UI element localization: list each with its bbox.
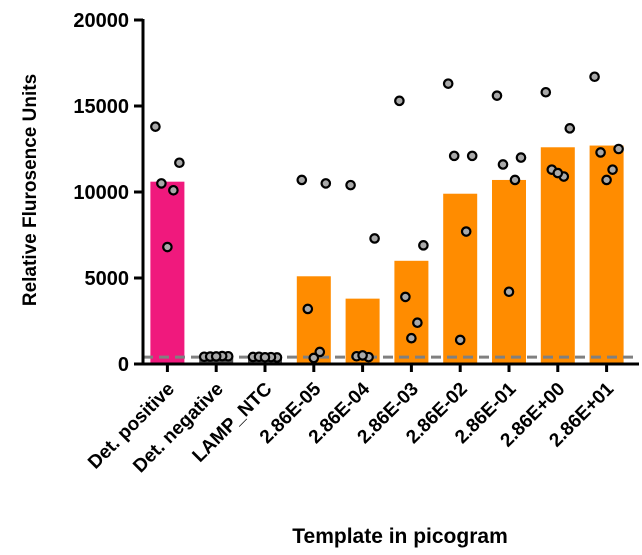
data-point-0-4 [162,241,173,253]
bar-8 [540,147,575,364]
data-point-7-1 [515,152,527,163]
data-point-9-2 [595,147,606,158]
data-point-7-2 [497,159,509,170]
data-point-8-1 [564,123,576,134]
data-point-5-2 [400,291,411,303]
bars-group [150,145,624,364]
data-point-6-4 [454,334,466,346]
data-point-0-1 [174,157,185,169]
data-point-3-4 [308,352,320,364]
data-point-3-1 [320,178,332,189]
data-point-6-2 [448,150,460,162]
data-point-4-4 [357,350,368,361]
points-group [150,71,624,364]
data-point-7-0 [491,90,503,101]
y-tick-label-1: 5000 [85,268,130,290]
data-point-3-2 [302,303,314,315]
data-point-1-4 [210,351,222,362]
data-point-9-3 [607,164,618,175]
data-point-8-4 [552,167,564,179]
data-point-3-0 [296,174,308,186]
y-ticks-group: 0 5000 10000 15000 20000 [73,10,143,376]
data-point-6-1 [466,150,478,162]
x-axis-label: Template in picogram [292,525,508,548]
bar-3 [296,276,331,364]
data-point-0-0 [150,121,161,132]
data-point-2-4 [259,351,271,363]
data-point-9-1 [613,143,624,155]
y-tick-label-2: 10000 [73,182,129,204]
data-point-7-4 [503,286,515,298]
y-tick-label-0: 0 [118,354,129,376]
data-point-0-3 [168,184,179,196]
data-point-4-1 [369,233,380,244]
data-point-9-0 [589,71,600,83]
data-point-4-0 [345,179,356,191]
bar-5 [394,260,429,364]
data-point-5-3 [412,317,423,329]
data-point-6-3 [460,226,472,237]
data-point-8-0 [540,86,552,98]
bar-7 [492,179,526,364]
data-point-0-2 [156,178,167,189]
data-point-5-1 [418,240,429,251]
data-point-9-4 [601,174,612,186]
data-point-6-0 [442,78,454,89]
data-point-7-3 [509,174,521,186]
data-point-5-0 [394,95,405,107]
data-point-3-3 [314,346,326,358]
data-point-5-4 [406,332,417,344]
bar-0 [150,181,185,364]
y-tick-label-3: 15000 [73,96,129,118]
y-tick-label-4: 20000 [73,10,129,32]
y-axis-label: Relative Flurosence Units [20,74,41,306]
